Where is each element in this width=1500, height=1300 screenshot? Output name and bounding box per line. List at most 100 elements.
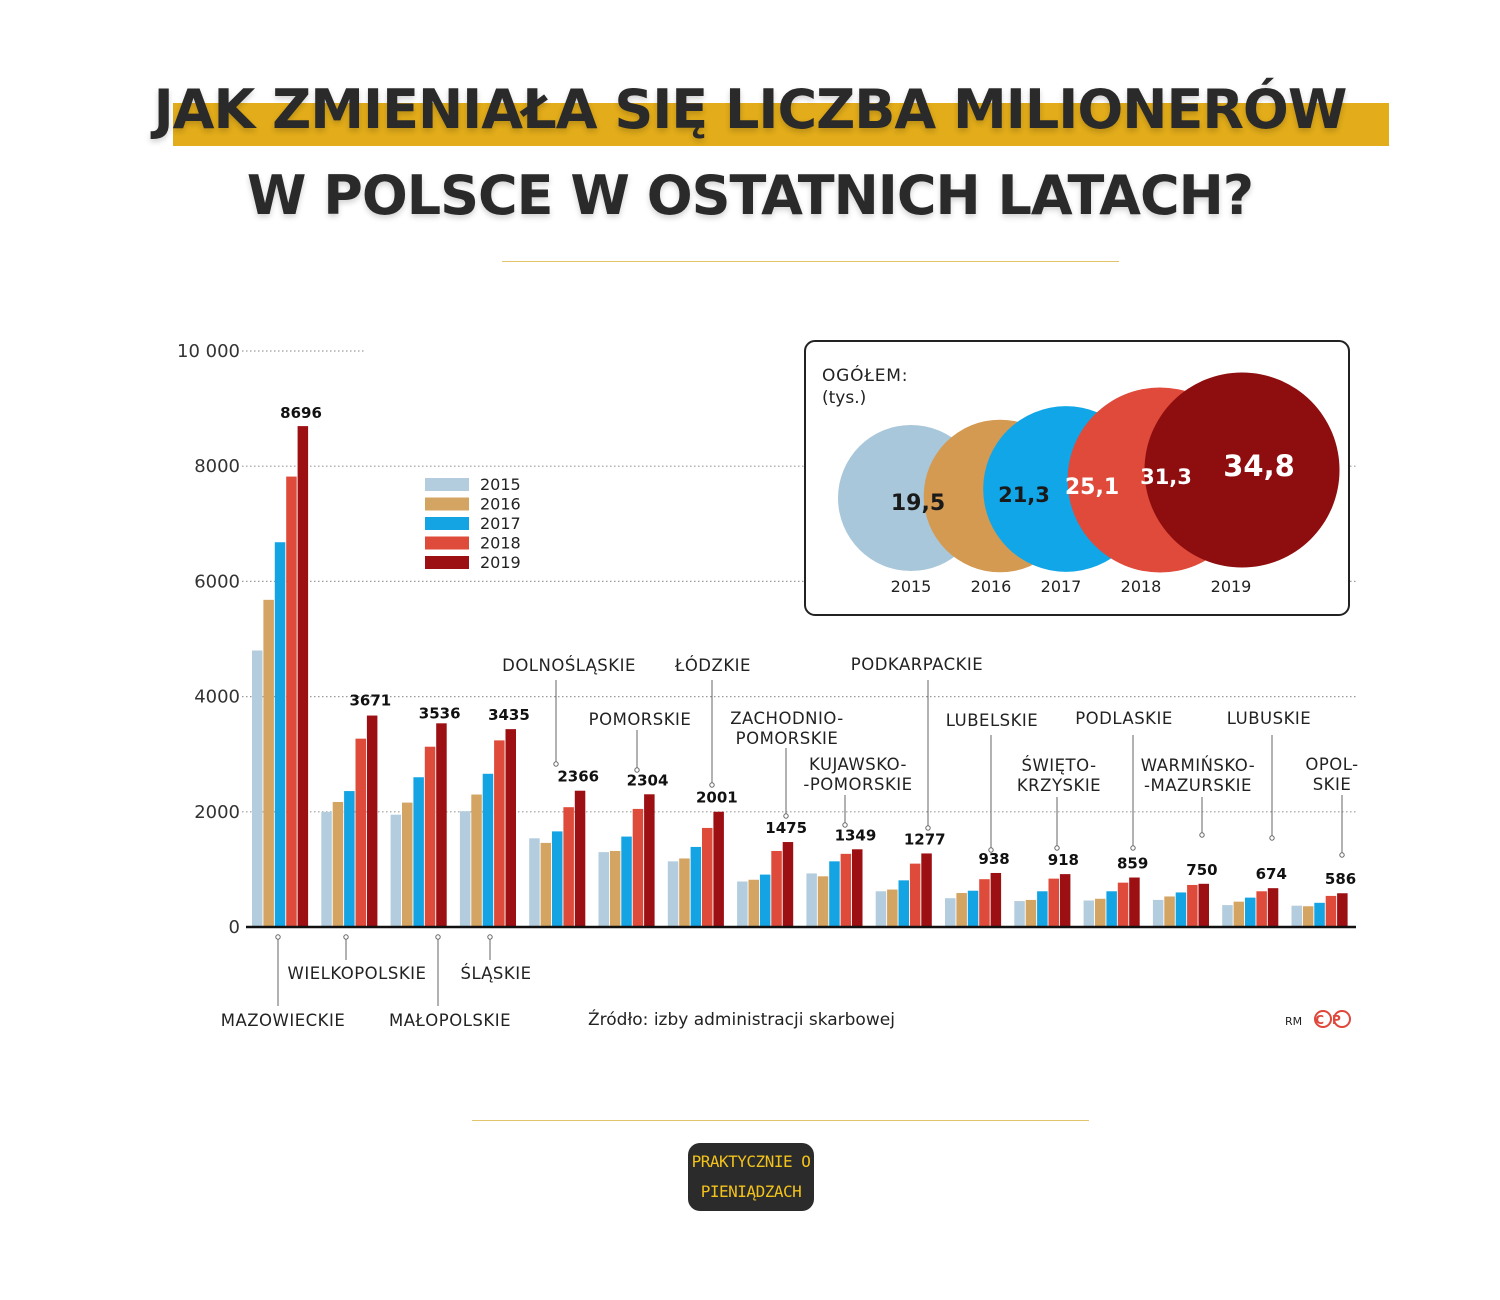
bar <box>898 880 909 927</box>
brand-logo: PRAKTYCZNIE O PIENIĄDZACH <box>688 1143 814 1211</box>
bar <box>852 849 863 927</box>
bar <box>563 807 574 927</box>
leader-dot <box>709 782 715 788</box>
bar <box>632 808 644 927</box>
bar <box>1106 891 1117 927</box>
credit-initials: RM <box>1285 1015 1302 1028</box>
bar <box>1267 888 1279 927</box>
bar <box>945 898 956 927</box>
bar <box>621 836 632 927</box>
bar <box>1152 899 1164 927</box>
y-tick-label: 8000 <box>194 456 240 477</box>
y-tick-label: 4000 <box>194 687 240 708</box>
credit-logo-p <box>1333 1010 1351 1028</box>
bar <box>644 794 655 927</box>
leader-dot <box>435 934 441 940</box>
bar <box>574 790 586 927</box>
bar <box>1025 899 1037 927</box>
bubble-year-label: 2015 <box>891 577 932 596</box>
bar <box>909 863 921 927</box>
totals-unit: (tys.) <box>822 388 866 408</box>
title-divider <box>502 261 1119 262</box>
bar <box>297 426 309 927</box>
bar <box>366 715 378 927</box>
legend-swatch <box>425 556 469 569</box>
leader-dot <box>1199 832 1205 838</box>
leader-dot <box>783 813 789 819</box>
bar <box>529 838 540 927</box>
category-label: ŁÓDZKIE <box>674 656 751 675</box>
bar <box>829 861 840 927</box>
bar <box>1037 891 1048 927</box>
y-tick-label: 2000 <box>194 802 240 823</box>
bar <box>1059 874 1071 927</box>
legend-label: 2019 <box>480 553 521 572</box>
category-label: KRZYSKIE <box>1017 776 1101 795</box>
credit-logo-c <box>1314 1010 1332 1028</box>
category-label: WIELKOPOLSKIE <box>288 964 427 983</box>
logo-line2: PIENIĄDZACH <box>700 1182 802 1201</box>
page-title-line1: JAK ZMIENIAŁA SIĘ LICZBA MILIONERÓW <box>153 78 1348 141</box>
leader-dot <box>1269 835 1275 841</box>
leader-dot <box>487 934 493 940</box>
category-label: LUBELSKIE <box>946 711 1038 730</box>
leader-dot <box>343 934 349 940</box>
bar <box>1222 905 1233 927</box>
bar <box>1095 898 1106 927</box>
source-note: Źródło: izby administracji skarbowej <box>588 1008 895 1030</box>
bar <box>402 802 413 927</box>
bar <box>921 853 932 927</box>
data-label: 586 <box>1325 870 1356 888</box>
bar <box>771 850 782 927</box>
category-label: -POMORSKIE <box>803 775 912 794</box>
bar <box>1014 901 1025 927</box>
bubble-year-label: 2016 <box>971 577 1012 596</box>
bubble-year-label: 2017 <box>1041 577 1082 596</box>
data-label: 674 <box>1256 865 1287 883</box>
bar <box>540 842 552 927</box>
legend-swatch <box>425 517 469 530</box>
data-label: 918 <box>1048 851 1079 869</box>
bar <box>1325 895 1337 927</box>
leader-dot <box>553 761 559 767</box>
data-label: 750 <box>1186 861 1217 879</box>
bar <box>967 890 979 927</box>
category-label: KUJAWSKO- <box>809 755 907 774</box>
data-label: 938 <box>978 850 1009 868</box>
data-label: 2304 <box>627 771 669 789</box>
bar <box>552 831 563 927</box>
bar <box>482 773 494 927</box>
bar <box>806 873 817 927</box>
data-label: 859 <box>1117 855 1148 873</box>
bar <box>1083 900 1095 927</box>
totals-title: OGÓŁEM: <box>822 364 908 386</box>
y-tick-label: 6000 <box>194 571 240 592</box>
bar <box>690 846 702 927</box>
bar <box>840 853 852 927</box>
bar <box>887 889 898 927</box>
bar <box>1337 893 1348 927</box>
bar <box>748 879 759 927</box>
category-label: PODLASKIE <box>1075 709 1173 728</box>
bar <box>759 874 771 927</box>
bar <box>1198 883 1209 927</box>
legend-swatch <box>425 497 469 511</box>
bubble-value-label: 19,5 <box>891 491 945 516</box>
bar <box>390 814 402 927</box>
bar <box>413 777 424 927</box>
data-label: 3435 <box>488 706 530 724</box>
bar <box>332 802 344 927</box>
bar <box>956 893 967 927</box>
page-title-line2: W POLSCE W OSTATNICH LATACH? <box>246 164 1254 227</box>
bar <box>355 738 366 927</box>
leader-dot <box>1130 845 1136 851</box>
y-tick-label: 10 000 <box>177 341 240 362</box>
bar <box>1048 878 1059 927</box>
data-label: 1277 <box>904 830 946 848</box>
data-label: 1475 <box>765 819 807 837</box>
bar <box>263 599 274 927</box>
logo-line1: PRAKTYCZNIE O <box>691 1152 811 1171</box>
bar <box>782 842 794 927</box>
bar <box>471 794 482 927</box>
bar <box>1256 891 1267 927</box>
